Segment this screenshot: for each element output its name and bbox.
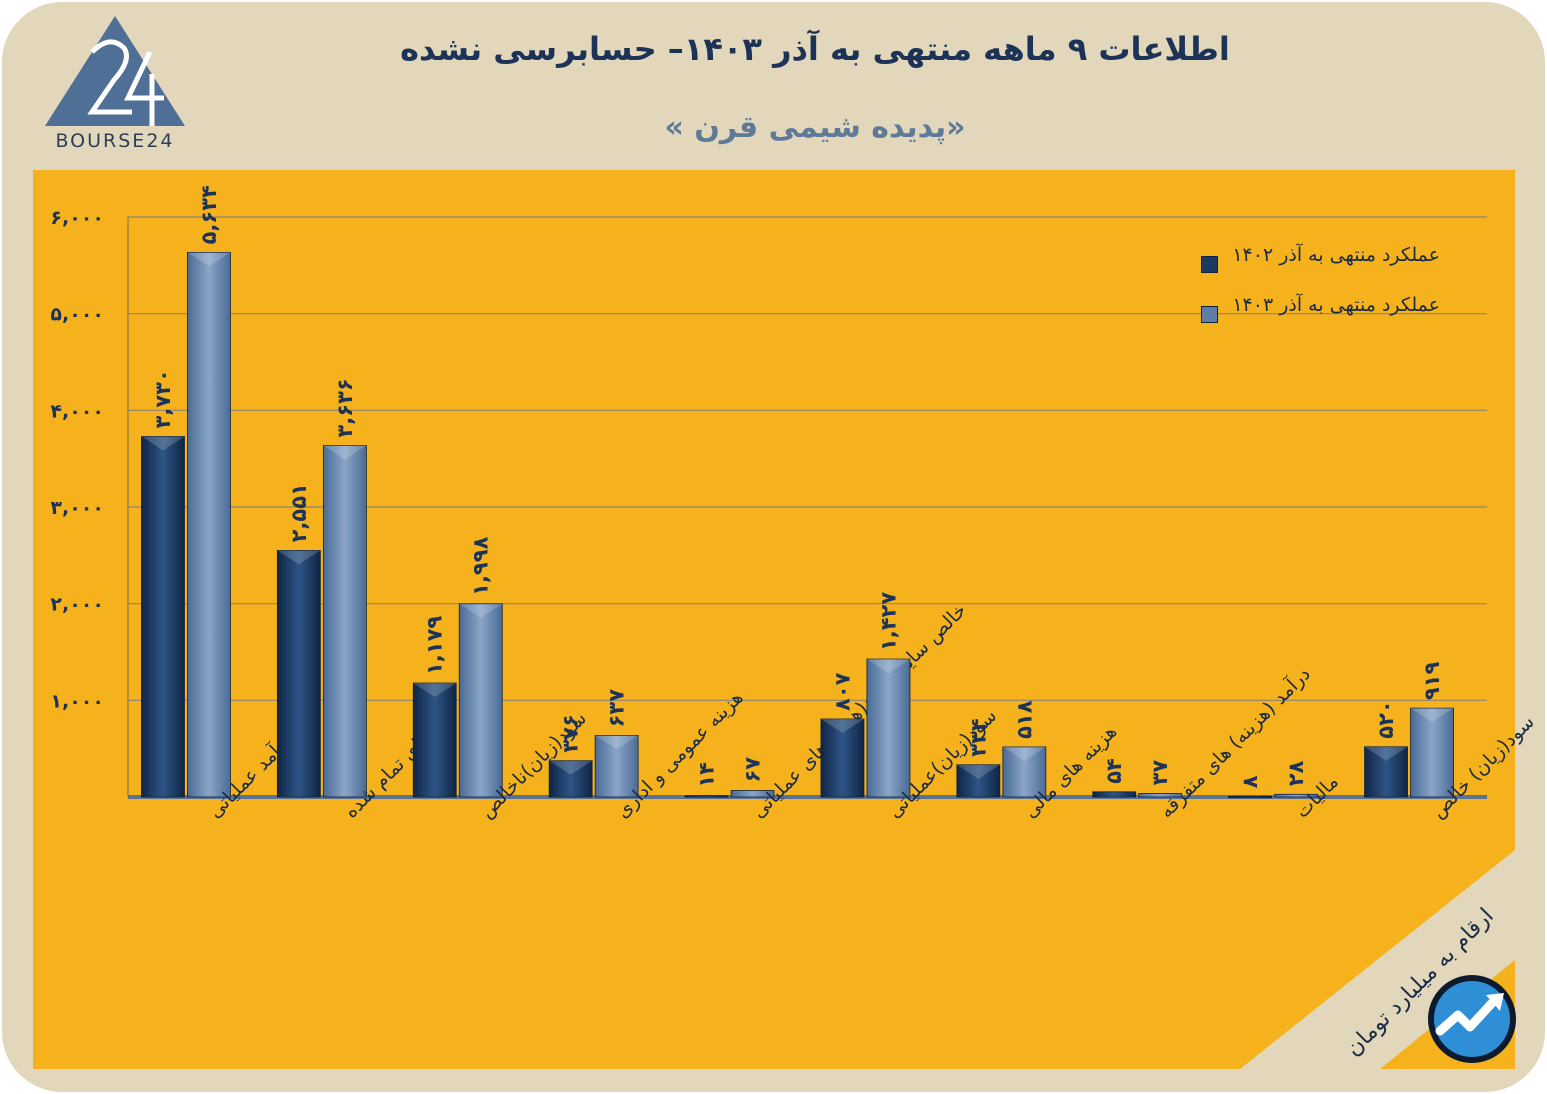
chart-legend: عملکرد منتهی به آذر ۱۴۰۲ عملکرد منتهی به… xyxy=(1170,244,1470,344)
data-label: ۳,۶۳۶ xyxy=(333,378,357,437)
page-title: اطلاعات ۹ ماهه منتهی به آذر ۱۴۰۳– حسابرس… xyxy=(400,30,1230,68)
bar-cap xyxy=(323,445,367,460)
legend-swatch-1403 xyxy=(1201,306,1218,323)
bar-1403 xyxy=(1274,793,1319,798)
bar-1403 xyxy=(1138,793,1183,798)
data-label: ۶۷ xyxy=(741,757,765,783)
logo-text: BOURSE24 xyxy=(55,130,175,152)
bar-cap xyxy=(549,760,593,775)
bar-1403 xyxy=(866,658,911,798)
legend-swatch-1402 xyxy=(1201,256,1218,273)
y-tick-label: ۳,۰۰۰ xyxy=(50,497,104,519)
bar-1403 xyxy=(594,735,639,798)
data-label: ۵,۶۳۴ xyxy=(197,185,221,244)
data-label: ۵۱۸ xyxy=(1012,700,1036,739)
bar-1403 xyxy=(730,790,775,798)
data-label: ۶۳۷ xyxy=(605,689,629,728)
bar-1402 xyxy=(1364,746,1408,798)
data-label: ۳۳۴ xyxy=(966,718,990,757)
data-label: ۸ xyxy=(1238,775,1262,788)
bar-1402 xyxy=(412,682,457,798)
bar-1402 xyxy=(276,550,321,798)
bar-1402 xyxy=(141,436,185,798)
bar-1402 xyxy=(684,795,729,798)
y-tick-label: ۶,۰۰۰ xyxy=(50,207,104,229)
data-label: ۲,۵۵۱ xyxy=(287,483,311,542)
data-label: ۳,۷۳۰ xyxy=(151,369,175,428)
bar-1403 xyxy=(1002,746,1047,798)
y-tick-label: ۵,۰۰۰ xyxy=(50,304,104,326)
bar-cap xyxy=(277,550,321,565)
bourse24-logo xyxy=(45,16,185,126)
bar-1402 xyxy=(1092,791,1137,798)
bar-cap xyxy=(866,659,910,674)
bar-cap xyxy=(1002,746,1046,761)
bar-1403 xyxy=(458,603,503,798)
bar-cap xyxy=(956,764,1000,779)
data-label: ۱۴ xyxy=(695,762,719,788)
y-tick-label: ۴,۰۰۰ xyxy=(50,400,104,422)
trend-badge-icon xyxy=(1428,975,1516,1063)
page-subtitle: «پدیده شیمی قرن » xyxy=(664,110,966,145)
data-label: ۱,۹۹۸ xyxy=(469,536,493,595)
legend-label-1403: عملکرد منتهی به آذر ۱۴۰۳ xyxy=(1232,294,1440,316)
bar-cap xyxy=(1410,708,1454,723)
bar-cap xyxy=(413,683,457,698)
data-label: ۱,۱۷۹ xyxy=(423,616,447,675)
data-label: ۸۰۷ xyxy=(830,672,854,711)
data-label: ۱,۴۲۷ xyxy=(876,592,900,651)
bar-1402 xyxy=(548,760,593,798)
bar-cap xyxy=(141,436,185,451)
bar-cap xyxy=(459,603,503,618)
bar-1402 xyxy=(956,764,1001,798)
legend-item-1402: عملکرد منتهی به آذر ۱۴۰۲ xyxy=(1170,244,1470,294)
legend-item-1403: عملکرد منتهی به آذر ۱۴۰۳ xyxy=(1170,294,1470,344)
data-label: ۹۱۹ xyxy=(1420,662,1444,701)
bar-1403 xyxy=(322,445,367,798)
bar-cap xyxy=(595,735,639,750)
legend-label-1402: عملکرد منتهی به آذر ۱۴۰۲ xyxy=(1232,244,1440,266)
data-label: ۲۸ xyxy=(1284,760,1308,786)
bar-1402 xyxy=(820,718,865,798)
bar-cap xyxy=(1364,746,1408,761)
data-label: ۵۲۰ xyxy=(1374,700,1398,738)
data-label: ۳۷۶ xyxy=(559,714,583,752)
y-tick-label: ۱,۰۰۰ xyxy=(50,690,104,712)
data-label: ۵۴ xyxy=(1102,758,1126,784)
bar-cap xyxy=(187,252,231,267)
bar-1403 xyxy=(1410,707,1454,798)
bar-1402 xyxy=(1228,795,1273,799)
data-label: ۳۷ xyxy=(1148,760,1172,786)
y-tick-label: ۲,۰۰۰ xyxy=(50,594,104,616)
bar-1403 xyxy=(187,251,231,798)
bar-cap xyxy=(820,718,864,733)
